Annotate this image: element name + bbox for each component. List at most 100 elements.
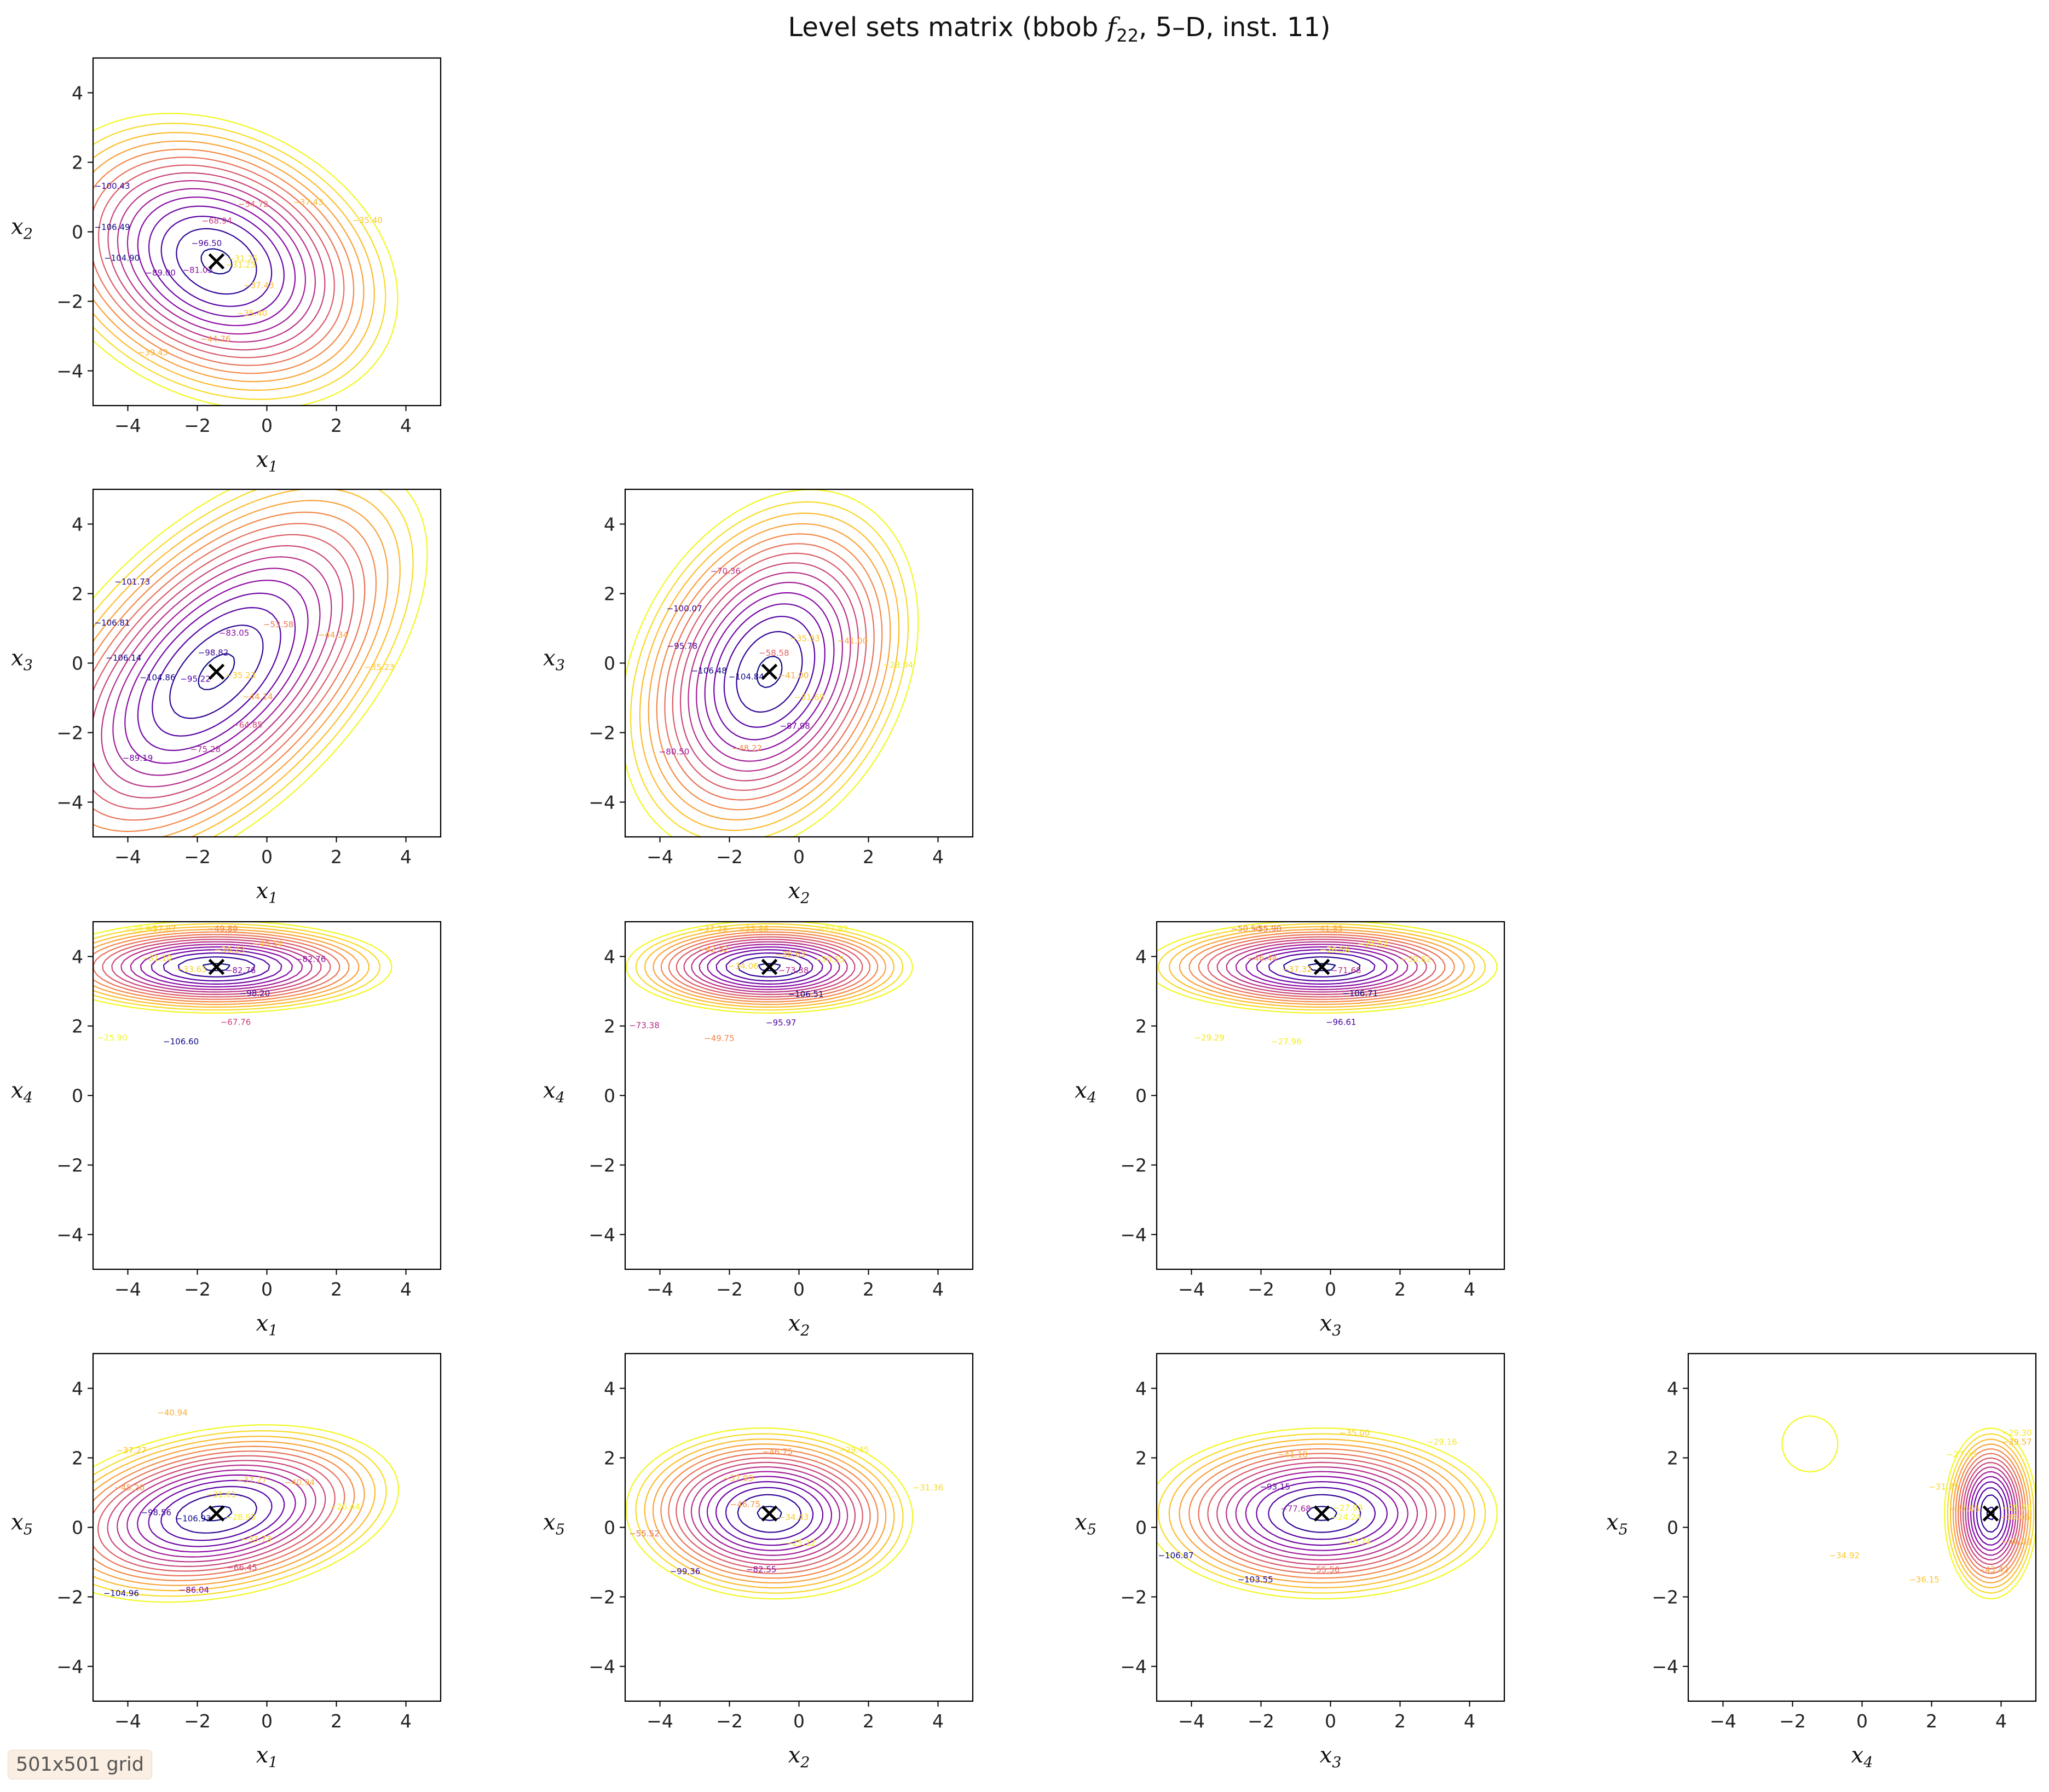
contour-label: −25.12: [786, 1538, 816, 1548]
contour-level: [652, 1443, 887, 1583]
contour-level: [1157, 922, 1498, 1014]
contour-level: [124, 580, 309, 764]
contour-level: [148, 1479, 285, 1547]
contour-level: [672, 552, 867, 791]
contour-label: −35.23: [364, 662, 395, 672]
contour-level: [140, 946, 293, 988]
contour-level: [676, 1457, 863, 1570]
x-tick-label: 4: [1464, 1279, 1475, 1300]
contour-label: −80.50: [659, 747, 690, 756]
contour-label: −39.57: [2001, 1437, 2032, 1447]
contour-level: [93, 1441, 365, 1586]
contour-level: [696, 581, 843, 762]
x-tick-label: 0: [261, 415, 273, 436]
contour-label: −101.73: [114, 577, 150, 587]
contour-lines: [93, 922, 393, 1014]
contour-label: −49.75: [704, 1033, 735, 1043]
contour-level: [1960, 1457, 2022, 1570]
contour-labels: −34.43 −25.12 −82.55 −99.36 −55.52 −46.75 −37.…: [629, 1445, 943, 1576]
contour-level: [664, 543, 875, 801]
contour-label: −41.18: [1278, 1449, 1308, 1459]
contour-label: −95.97: [766, 1018, 796, 1028]
contour-level: [101, 556, 332, 788]
contour-level: [1207, 936, 1436, 998]
contour-label: −40.09: [2001, 1537, 2032, 1547]
contour-label: −48.22: [732, 743, 763, 753]
y-tick-label: 0: [72, 1517, 83, 1539]
x-axis-label: x1: [256, 1743, 278, 1771]
y-axis-label: x5: [1606, 1510, 1628, 1539]
contour-label: −44.34: [318, 630, 349, 640]
contour-level: [1235, 1471, 1409, 1556]
contour-level: [668, 1453, 871, 1574]
contour-lines: [625, 1427, 914, 1600]
contour-label: −35.86: [738, 924, 769, 934]
panel-grid: −31.25 −37.43 −35.40 −44.76 −39.43 −81.03 −89.…: [11, 57, 2037, 1771]
contour-level: [137, 196, 296, 326]
contour-label: −81.03: [182, 265, 213, 275]
contour-label: −40.54: [252, 939, 283, 949]
contour-label: −24.24: [1331, 1512, 1361, 1522]
x-tick-label: 0: [1325, 1279, 1336, 1300]
x-tick-label: 2: [331, 846, 342, 868]
contour-labels: −71.68 −106.71 −96.61 −27.96 −29.29 −37.32 −46…: [1194, 924, 1431, 1047]
x-tick-label: −2: [716, 1710, 743, 1732]
contour-label: −40.94: [285, 1478, 315, 1488]
contour-level: [660, 931, 879, 1003]
contour-label: −73.38: [778, 966, 809, 975]
contour-label: −33.63: [176, 964, 207, 974]
x-tick-label: 4: [1464, 1710, 1475, 1732]
contour-label: −34.92: [1829, 1551, 1860, 1560]
contour-level: [1976, 1487, 2005, 1540]
y-tick-label: 2: [604, 1448, 615, 1469]
contour-label: −70.36: [710, 566, 741, 576]
contour-lines: [93, 1424, 400, 1603]
contour-level: [93, 489, 428, 837]
contour-label: −46.44: [1247, 953, 1278, 963]
contour-level: [107, 172, 326, 351]
y-tick-label: 4: [1667, 1378, 1678, 1400]
contour-level: [706, 1476, 832, 1551]
contour-level: [1955, 1448, 2027, 1579]
contour-level: [1168, 1438, 1475, 1588]
x-tick-label: −4: [114, 415, 141, 436]
contour-label: −40.94: [157, 1408, 188, 1418]
contour-label: −106.71: [1342, 989, 1378, 998]
x-tick-label: 4: [400, 846, 412, 868]
contour-level: [93, 928, 360, 1005]
contour-label: −49.89: [207, 924, 238, 934]
contour-level: [644, 1438, 895, 1589]
y-tick-label: 4: [72, 83, 83, 104]
contour-level: [177, 956, 256, 978]
contour-label: −54.72: [238, 199, 269, 209]
contour-label: −25.90: [97, 1033, 128, 1043]
contour-level: [756, 656, 783, 689]
contour-level: [668, 934, 871, 1000]
y-tick-label: 2: [1135, 1016, 1147, 1037]
optimum-marker: [761, 958, 778, 975]
y-tick-label: 2: [72, 1016, 83, 1037]
contour-label: −41.85: [1313, 924, 1343, 934]
contour-level: [1188, 931, 1455, 1003]
x-tick-label: −2: [716, 1279, 743, 1300]
contour-label: −98.56: [141, 1508, 171, 1518]
x-axis-label: x4: [1851, 1743, 1873, 1771]
x-tick-label: 2: [331, 1279, 342, 1300]
contour-label: −38.63: [775, 950, 806, 959]
axes-frame: [92, 1352, 442, 1702]
optimum-marker: [208, 253, 225, 270]
contour-label: −41.00: [778, 670, 809, 680]
x-tick-label: 4: [932, 1279, 944, 1300]
y-tick-label: 0: [604, 1517, 615, 1539]
contour-label: −95.78: [667, 641, 698, 651]
contour-label: −42.52: [699, 945, 729, 955]
x-tick-label: 2: [331, 1710, 342, 1732]
contour-level: [176, 228, 257, 295]
contour-level: [93, 1424, 400, 1603]
contour-level: [93, 157, 345, 366]
contour-level: [737, 1494, 802, 1533]
contour-level: [93, 926, 370, 1008]
x-tick-label: −4: [1710, 1710, 1736, 1732]
contour-level: [137, 592, 296, 752]
contour-label: −34.43: [778, 1512, 809, 1522]
